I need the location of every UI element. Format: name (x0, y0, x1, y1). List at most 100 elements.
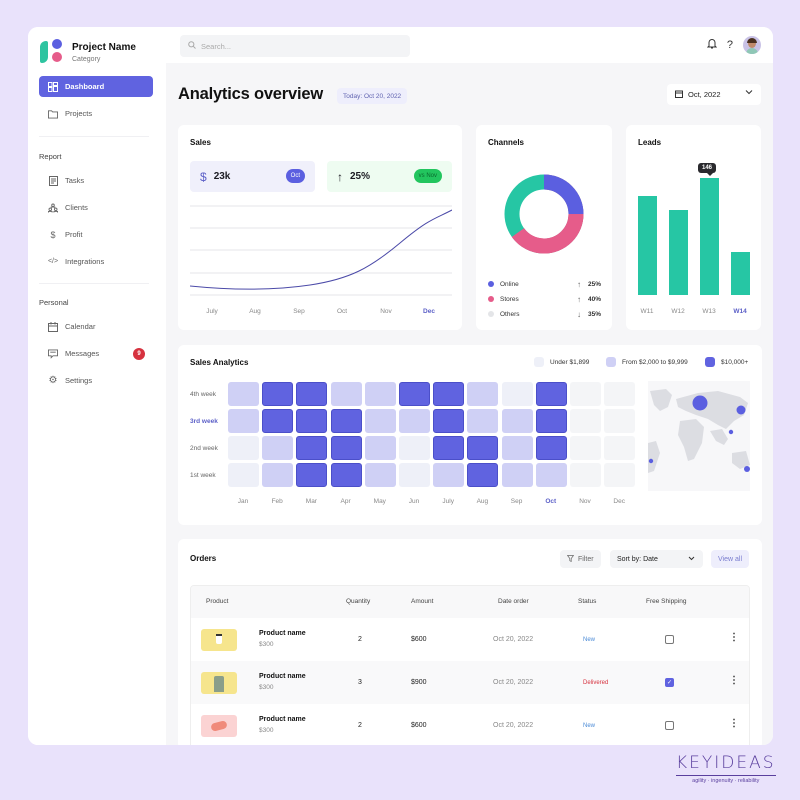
heatmap-cell[interactable] (604, 409, 636, 433)
sidebar-item-label: Projects (65, 109, 93, 118)
table-row[interactable]: Product name $300 3 $900 Oct 20, 2022 De… (191, 661, 749, 704)
heatmap-cell[interactable] (467, 382, 499, 406)
orders-table: Product Quantity Amount Date order Statu… (190, 585, 750, 745)
column-header[interactable]: Free Shipping (646, 598, 687, 605)
filter-button[interactable]: Filter (560, 550, 601, 568)
bar-w14[interactable] (731, 252, 750, 295)
heatmap-cell[interactable] (501, 382, 533, 406)
free-shipping-checkbox[interactable] (665, 635, 674, 644)
heatmap-cell[interactable] (399, 436, 430, 460)
heatmap-cell[interactable] (570, 409, 601, 433)
more-options-icon[interactable]: ⋮ (729, 718, 739, 729)
sidebar-item-projects[interactable]: Projects (39, 103, 153, 124)
heatmap-cell[interactable] (330, 436, 362, 460)
table-row[interactable]: Product name $300 2 $600 Oct 20, 2022 Ne… (191, 618, 749, 661)
heatmap-cell[interactable] (228, 409, 259, 433)
heatmap-cell[interactable] (467, 463, 499, 487)
product-name[interactable]: Product name (259, 630, 306, 637)
heatmap-cell[interactable] (501, 463, 533, 487)
heatmap-cell[interactable] (535, 463, 567, 487)
heatmap-cell[interactable] (228, 463, 259, 487)
bell-icon[interactable] (706, 38, 718, 52)
column-header[interactable]: Status (578, 598, 597, 605)
heatmap-cell[interactable] (228, 436, 259, 460)
heatmap-cell[interactable] (330, 382, 362, 406)
heatmap-cell[interactable] (604, 382, 636, 406)
heatmap-cell[interactable] (364, 436, 396, 460)
heatmap-cell[interactable] (296, 436, 328, 460)
heatmap-cell[interactable] (228, 382, 259, 406)
view-all-button[interactable]: View all (711, 550, 749, 568)
app-window: Project Name Category Dashboard Projects… (28, 27, 773, 745)
sidebar-item-profit[interactable]: $ Profit (39, 224, 153, 245)
heatmap-cell[interactable] (604, 463, 636, 487)
heatmap-cell[interactable] (262, 436, 294, 460)
free-shipping-checkbox[interactable]: ✓ (665, 678, 674, 687)
heatmap-cell[interactable] (570, 463, 601, 487)
heatmap-cell[interactable] (399, 409, 430, 433)
heatmap-cell[interactable] (330, 463, 362, 487)
bar-w11[interactable] (638, 196, 657, 295)
column-header[interactable]: Amount (411, 598, 434, 605)
heatmap-cell[interactable] (535, 382, 567, 406)
brand[interactable]: Project Name Category (40, 39, 136, 65)
heatmap-cell[interactable] (501, 436, 533, 460)
help-icon[interactable]: ? (726, 39, 733, 51)
heatmap-cell[interactable] (364, 382, 396, 406)
column-header[interactable]: Product (206, 598, 229, 605)
sidebar-item-label: Settings (65, 376, 93, 385)
quantity-cell: 2 (358, 636, 362, 643)
more-options-icon[interactable]: ⋮ (729, 675, 739, 686)
heatmap-cell[interactable] (433, 409, 465, 433)
x-axis-label: Mar (305, 498, 317, 505)
heatmap-cell[interactable] (535, 409, 567, 433)
heatmap-cell[interactable] (296, 463, 328, 487)
sidebar-item-label: Tasks (65, 176, 85, 185)
heatmap-cell[interactable] (262, 382, 294, 406)
heatmap-cell[interactable] (364, 409, 396, 433)
heatmap-cell[interactable] (535, 436, 567, 460)
heatmap-cell[interactable] (399, 463, 430, 487)
sidebar-item-clients[interactable]: Clients (39, 197, 153, 218)
heatmap-cell[interactable] (296, 409, 328, 433)
bar-w12[interactable] (669, 210, 688, 295)
column-header[interactable]: Date order (498, 598, 529, 605)
heatmap-cell[interactable] (364, 463, 396, 487)
sidebar-item-integrations[interactable]: </> Integrations (39, 251, 153, 272)
channels-card: Channels Online ↑ 25% Stor (476, 125, 612, 330)
sidebar-item-calendar[interactable]: Calendar (39, 316, 153, 337)
heatmap-cell[interactable] (330, 409, 362, 433)
sidebar-item-tasks[interactable]: Tasks (39, 170, 153, 191)
avatar[interactable] (743, 36, 761, 54)
heatmap-cell[interactable] (604, 436, 636, 460)
search-input[interactable]: Search... (180, 35, 410, 57)
dollar-icon: $ (200, 169, 207, 184)
month-select[interactable]: Oct, 2022 (667, 84, 761, 105)
product-name[interactable]: Product name (259, 673, 306, 680)
heatmap-cell[interactable] (570, 382, 601, 406)
table-row[interactable]: Product name $300 2 $600 Oct 20, 2022 Ne… (191, 704, 749, 745)
bar-w13[interactable] (700, 178, 719, 295)
heatmap-cell[interactable] (570, 436, 601, 460)
sidebar-item-settings[interactable]: ⚙ Settings (39, 370, 153, 391)
free-shipping-checkbox[interactable] (665, 721, 674, 730)
heatmap-cell[interactable] (501, 409, 533, 433)
product-name[interactable]: Product name (259, 716, 306, 723)
sort-select[interactable]: Sort by: Date (610, 550, 703, 568)
legend-item-online: Online ↑ 25% (488, 278, 601, 290)
heatmap-cell[interactable] (433, 382, 465, 406)
heatmap-cell[interactable] (467, 409, 499, 433)
column-header[interactable]: Quantity (346, 598, 371, 605)
heatmap-cell[interactable] (433, 436, 465, 460)
sidebar-item-dashboard[interactable]: Dashboard (39, 76, 153, 97)
sales-heatmap (228, 382, 638, 492)
heatmap-cell[interactable] (262, 463, 294, 487)
more-options-icon[interactable]: ⋮ (729, 632, 739, 643)
heatmap-cell[interactable] (433, 463, 465, 487)
heatmap-cell[interactable] (296, 382, 328, 406)
sidebar-item-messages[interactable]: Messages 9 (39, 343, 153, 364)
amount-cell: $600 (411, 722, 427, 729)
heatmap-cell[interactable] (399, 382, 430, 406)
heatmap-cell[interactable] (467, 436, 499, 460)
heatmap-cell[interactable] (262, 409, 294, 433)
